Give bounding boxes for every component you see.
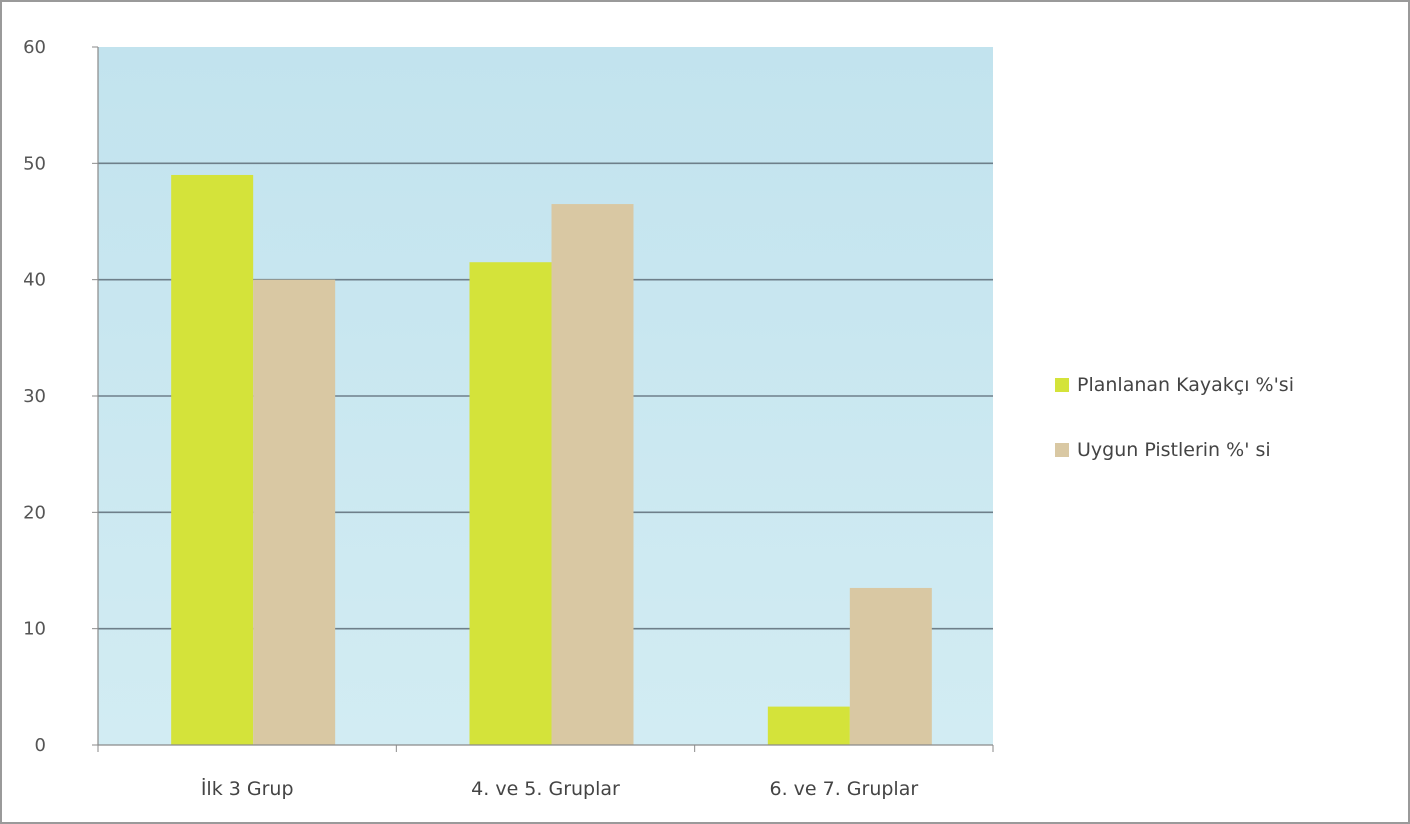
x-axis-categories: İlk 3 Grup 4. ve 5. Gruplar 6. ve 7. Grupl…	[201, 777, 919, 800]
bar	[253, 279, 336, 745]
bars	[171, 174, 932, 746]
legend: Planlanan Kayakçı %'si Uygun Pistlerin %'…	[1055, 374, 1294, 461]
legend-label: Uygun Pistlerin %' si	[1077, 439, 1271, 461]
bar	[767, 706, 850, 745]
x-category-label: 6. ve 7. Gruplar	[769, 778, 918, 800]
y-tick-label: 60	[23, 37, 46, 58]
y-axis-ticks: 0 10 20 30 40 50 60	[23, 37, 98, 756]
y-tick-label: 50	[23, 153, 46, 174]
legend-label: Planlanan Kayakçı %'si	[1077, 374, 1294, 396]
x-category-label: 4. ve 5. Gruplar	[471, 778, 620, 800]
bar	[469, 262, 552, 745]
x-category-label: İlk 3 Grup	[201, 777, 294, 800]
bar	[551, 204, 634, 746]
y-tick-label: 0	[35, 735, 46, 756]
legend-swatch	[1055, 378, 1069, 392]
bar	[849, 587, 932, 745]
legend-swatch	[1055, 443, 1069, 457]
y-tick-label: 10	[23, 619, 46, 640]
y-tick-label: 30	[23, 386, 46, 407]
y-tick-label: 40	[23, 270, 46, 291]
bar	[171, 174, 254, 745]
y-tick-label: 20	[23, 502, 46, 523]
